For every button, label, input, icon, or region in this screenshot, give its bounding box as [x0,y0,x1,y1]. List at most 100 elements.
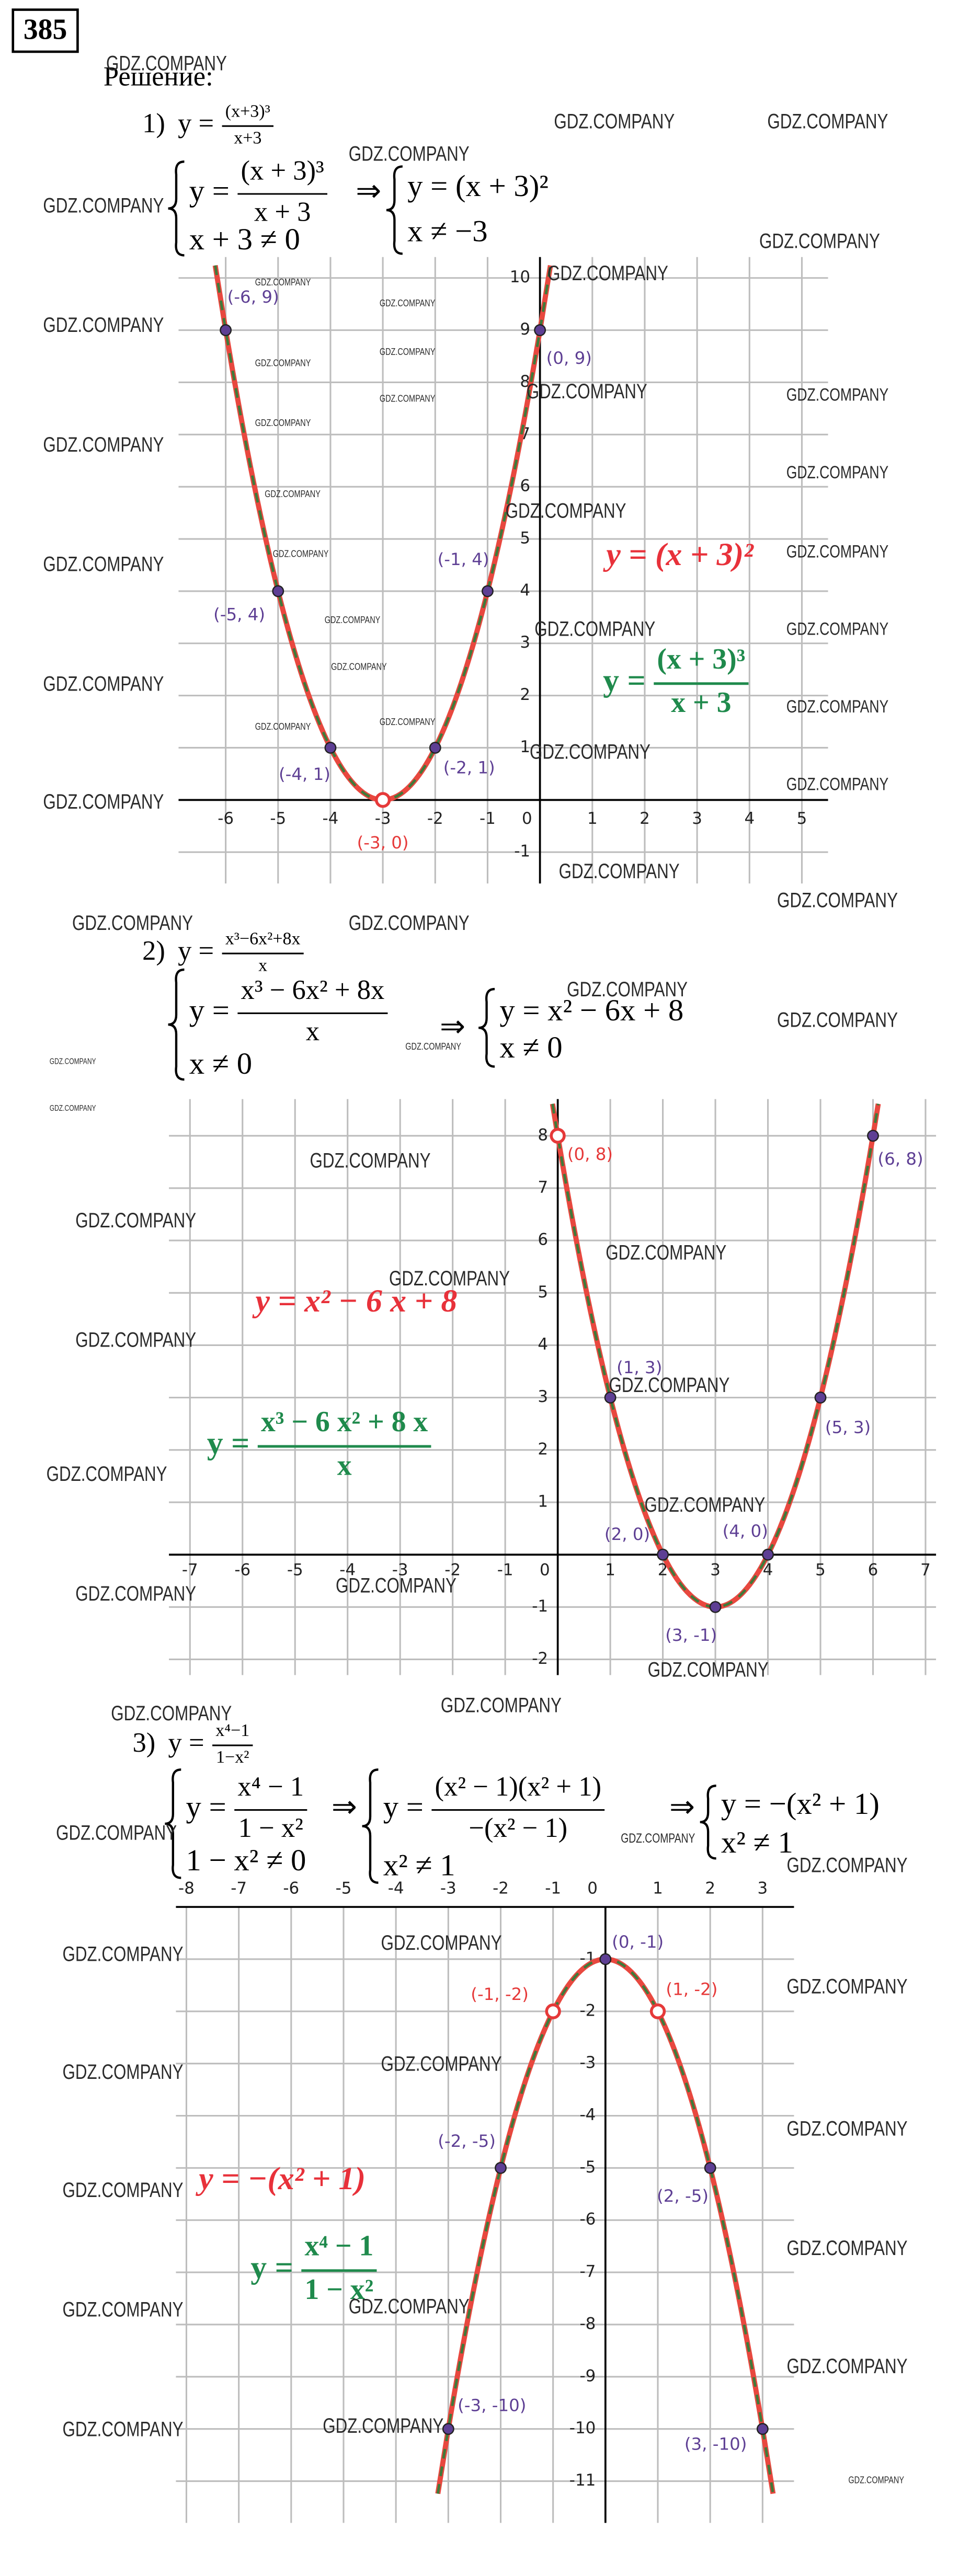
fraction-numerator: (x² − 1)(x² + 1) [435,1772,601,1802]
watermark: GDZ.COMPANY [380,346,436,357]
watermark: GDZ.COMPANY [787,2354,908,2378]
x-tick-label: -4 [339,1561,356,1580]
watermark: GDZ.COMPANY [786,697,888,717]
fraction-expression: y = (x + 3)³ x + 3 [603,643,749,719]
y-tick-label: 8 [538,1125,548,1144]
fraction-lhs: y = [168,1728,204,1758]
point [534,324,546,337]
graph-formula: y = −(x² + 1) [195,2161,366,2196]
implies-arrow: ⇒ [669,1790,695,1824]
watermark: GDZ.COMPANY [62,2297,183,2321]
watermark: GDZ.COMPANY [336,1573,457,1597]
x-tick-label: 3 [692,809,702,828]
x-tick-label: -4 [323,809,339,828]
watermark: GDZ.COMPANY [43,432,164,456]
y-tick-label: -7 [579,2262,596,2281]
x-tick-label: 7 [920,1561,931,1580]
point-label: (-3, 0) [357,833,409,853]
watermark: GDZ.COMPANY [43,552,164,576]
y-tick-label: -10 [569,2419,596,2437]
fraction-numerator: x³−6x²+8x [225,929,301,948]
point [762,1548,774,1561]
y-tick-label: 1 [520,738,530,756]
part-number: 3) [133,1728,156,1758]
fraction-numerator: x⁴ − 1 [237,1772,304,1802]
point-label: (-1, -2) [471,1984,529,2004]
watermark: GDZ.COMPANY [43,789,164,813]
y-tick-label: -6 [579,2210,596,2229]
point [482,585,494,597]
watermark: GDZ.COMPANY [111,1701,232,1725]
watermark: GDZ.COMPANY [43,672,164,696]
fraction-denominator: x [258,956,267,975]
implies-arrow: ⇒ [332,1790,357,1824]
watermark: GDZ.COMPANY [75,1328,196,1352]
fraction-numerator: (x+3)³ [225,101,270,121]
system-row: 1 − x² ≠ 0 [186,1843,306,1877]
point-label: (6, 8) [877,1149,923,1169]
watermark: GDZ.COMPANY [777,1008,898,1032]
watermark: GDZ.COMPANY [506,499,626,523]
watermark: GDZ.COMPANY [72,911,193,935]
watermark: GDZ.COMPANY [559,859,680,883]
x-tick-label: 5 [797,809,807,828]
x-tick-label: 6 [868,1561,878,1580]
point [429,742,441,754]
y-tick-label: -5 [579,2158,596,2177]
x-tick-label: 1 [587,809,598,828]
point [442,2423,454,2435]
x-tick-label: -1 [480,809,496,828]
watermark: GDZ.COMPANY [50,1056,96,1066]
x-tick-label: -1 [545,1879,561,1898]
watermark: GDZ.COMPANY [787,2117,908,2141]
watermark: GDZ.COMPANY [62,2178,183,2202]
system-row: x + 3 ≠ 0 [189,222,300,256]
fraction-numerator: (x + 3)³ [241,156,324,186]
y-tick-label: 9 [520,320,530,339]
x-tick-label: 2 [640,809,650,828]
watermark: GDZ.COMPANY [787,2236,908,2260]
x-tick-label: 1 [605,1561,615,1580]
point-label: (-2, 1) [443,758,495,778]
watermark: GDZ.COMPANY [621,1831,695,1845]
x-tick-label: 2 [658,1561,668,1580]
point-label: (0, 9) [546,348,592,368]
x-tick-label: -2 [427,809,443,828]
watermark: GDZ.COMPANY [767,109,888,133]
watermark: GDZ.COMPANY [255,417,311,428]
watermark: GDZ.COMPANY [380,297,436,308]
point-label: (1, 3) [617,1358,662,1377]
x-tick-label: 4 [744,809,755,828]
point [604,1392,617,1404]
excluded-point [550,1128,566,1144]
watermark: GDZ.COMPANY [62,2060,183,2084]
watermark: GDZ.COMPANY [56,1821,177,1845]
watermark: GDZ.COMPANY [255,277,311,288]
watermark: GDZ.COMPANY [255,721,311,732]
brace [168,160,185,257]
point-label: (4, 0) [723,1521,768,1541]
point [709,1601,722,1613]
y-tick-label: -2 [579,2001,596,2020]
watermark: GDZ.COMPANY [759,229,880,253]
y-tick-label: -3 [579,2053,596,2072]
fraction-expression: y = x³−6x²+8x x [178,929,304,975]
watermark: GDZ.COMPANY [787,1974,908,1998]
fraction-denominator: x+3 [234,128,261,147]
fraction-lhs: y = [178,936,214,966]
x-tick-label: 4 [763,1561,773,1580]
brace [362,1768,379,1884]
fraction-expression: y = x³ − 6 x² + 8 x x [207,1406,431,1481]
watermark: GDZ.COMPANY [527,379,647,403]
watermark: GDZ.COMPANY [325,614,381,625]
watermark: GDZ.COMPANY [530,739,651,763]
watermark: GDZ.COMPANY [381,2052,502,2076]
fraction-lhs: y = [250,2250,293,2285]
y-tick-label: 5 [520,529,530,548]
point-label: (-6, 9) [227,287,279,307]
y-tick-label: 2 [520,685,530,704]
brace [386,165,403,255]
watermark: GDZ.COMPANY [786,463,888,482]
system-row: y = x² − 6x + 8 [499,993,683,1027]
